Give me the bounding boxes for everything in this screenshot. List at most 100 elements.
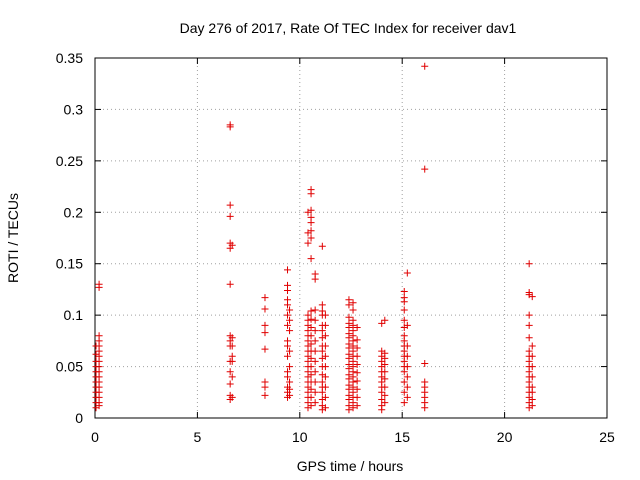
plot-frame <box>94 57 608 419</box>
data-point <box>311 378 319 386</box>
data-point <box>307 323 315 331</box>
data-point <box>261 305 269 313</box>
data-point <box>321 363 329 371</box>
data-point <box>284 281 292 289</box>
data-point <box>381 375 389 383</box>
data-point <box>353 402 361 410</box>
data-point <box>353 344 361 352</box>
y-tick-label: 0.3 <box>64 101 84 117</box>
data-point <box>286 347 294 355</box>
data-point <box>284 337 292 345</box>
x-axis-label: GPS time / hours <box>297 458 404 474</box>
data-point <box>228 342 236 350</box>
data-point <box>525 260 533 268</box>
data-point <box>307 234 315 242</box>
data-point <box>400 306 408 314</box>
grid <box>95 58 607 418</box>
data-point <box>318 242 326 250</box>
data-point <box>403 383 411 391</box>
data-point <box>311 306 319 314</box>
data-point <box>353 352 361 360</box>
data-point <box>378 402 386 410</box>
data-point <box>345 391 353 399</box>
data-point <box>311 316 319 324</box>
data-point <box>226 212 234 220</box>
data-point <box>286 316 294 324</box>
data-point <box>353 369 361 377</box>
data-point <box>321 332 329 340</box>
data-point <box>311 347 319 355</box>
y-tick-label: 0.05 <box>56 359 83 375</box>
axis-ticks: 0 5 10 15 20 25 0 0.05 0.1 0.15 0.2 0.25 0.3 0.35 <box>56 50 615 445</box>
x-tick-label: 20 <box>497 429 513 445</box>
data-point <box>286 306 294 314</box>
data-point <box>528 383 536 391</box>
data-point <box>307 307 315 315</box>
y-tick-label: 0.15 <box>56 256 83 272</box>
data-point <box>345 313 353 321</box>
y-axis-label: ROTI / TECUs <box>5 193 21 283</box>
data-point <box>321 404 329 412</box>
data-point <box>307 332 315 340</box>
x-tick-label: 25 <box>599 429 615 445</box>
data-point <box>381 361 389 369</box>
data-point <box>528 395 536 403</box>
data-point <box>286 327 294 335</box>
data-point <box>400 378 408 386</box>
chart-title: Day 276 of 2017, Rate Of TEC Index for r… <box>180 20 517 36</box>
data-point <box>228 373 236 381</box>
data-point <box>400 316 408 324</box>
data-point <box>286 378 294 386</box>
data-point <box>381 349 389 357</box>
data-point <box>525 347 533 355</box>
data-point <box>378 319 386 327</box>
data-point <box>311 368 319 376</box>
data-point <box>345 361 353 369</box>
data-point <box>345 340 353 348</box>
data-point <box>381 391 389 399</box>
data-point <box>378 395 386 403</box>
data-point <box>353 393 361 401</box>
data-point <box>349 299 357 307</box>
data-point <box>381 383 389 391</box>
data-point <box>228 393 236 401</box>
data-point <box>525 321 533 329</box>
data-point <box>525 289 533 297</box>
data-point <box>528 402 536 410</box>
data-points <box>92 62 536 414</box>
data-point <box>321 311 329 319</box>
data-point <box>400 399 408 407</box>
data-point <box>353 361 361 369</box>
data-point <box>307 315 315 323</box>
data-point <box>403 352 411 360</box>
data-point <box>311 357 319 365</box>
data-point <box>321 342 329 350</box>
data-point <box>403 363 411 371</box>
data-point <box>307 227 315 235</box>
x-tick-label: 10 <box>292 429 308 445</box>
data-point <box>286 391 294 399</box>
data-point <box>381 316 389 324</box>
data-point <box>261 378 269 386</box>
x-tick-label: 15 <box>394 429 410 445</box>
data-point <box>381 399 389 407</box>
data-point <box>349 306 357 314</box>
data-point <box>286 385 294 393</box>
data-point <box>261 329 269 337</box>
data-point <box>321 321 329 329</box>
data-point <box>400 388 408 396</box>
data-point <box>226 368 234 376</box>
data-point <box>403 321 411 329</box>
data-point <box>307 213 315 221</box>
data-point <box>321 383 329 391</box>
data-point <box>400 287 408 295</box>
data-point <box>307 371 315 379</box>
data-point <box>284 311 292 319</box>
data-point <box>353 336 361 344</box>
data-point <box>261 294 269 302</box>
data-point <box>421 378 429 386</box>
data-point <box>286 363 294 371</box>
data-point <box>284 296 292 304</box>
data-point <box>528 342 536 350</box>
data-point <box>307 186 315 194</box>
